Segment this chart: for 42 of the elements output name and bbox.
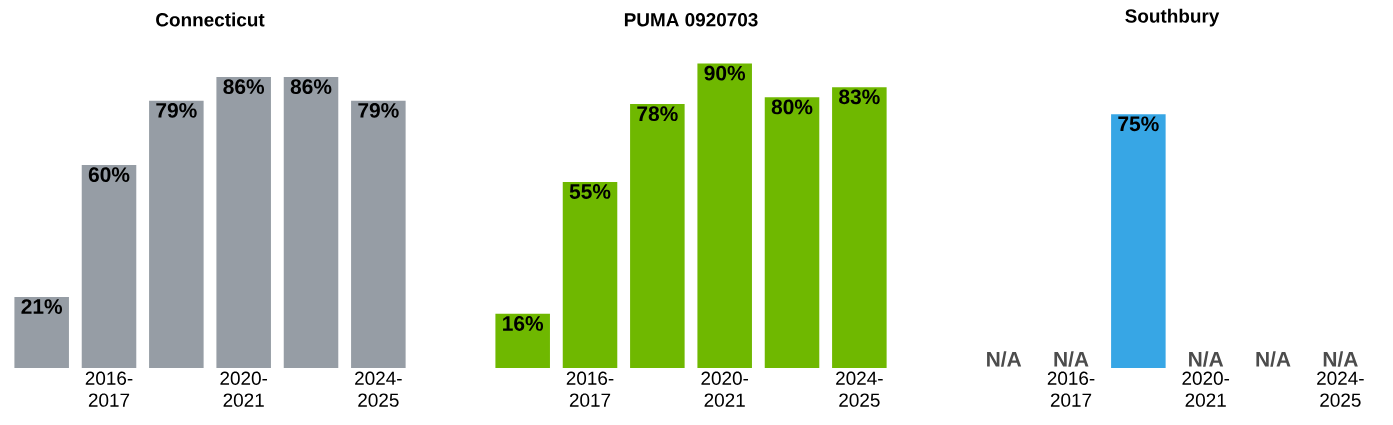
x-tick-label: 2024-2025	[355, 371, 402, 407]
data-label: 83%	[839, 89, 880, 105]
data-label: 79%	[156, 102, 197, 118]
text: N/A	[1323, 351, 1358, 367]
x-tick-label: 2024-2025	[836, 371, 883, 407]
data-label: 16%	[503, 316, 544, 331]
bar	[216, 77, 271, 368]
data-label: 80%	[771, 99, 813, 115]
bar	[351, 100, 406, 368]
data-label: 86%	[290, 79, 332, 95]
x-tick-label: 2020-2021	[701, 371, 749, 407]
x-tick-label: 2020-2021	[220, 371, 268, 407]
x-tick-label: 2024-2025	[1317, 371, 1364, 407]
bar	[562, 181, 618, 368]
bar	[149, 100, 204, 368]
chart-title: Connecticut	[156, 12, 265, 27]
x-tick-label: 2016-2017	[566, 371, 614, 407]
x-tick-label: 2016-2017	[85, 371, 133, 407]
chart-title: Southbury	[1125, 8, 1220, 27]
bar	[14, 296, 69, 368]
data-label: 21%	[21, 299, 63, 314]
bar	[832, 87, 887, 368]
x-tick-label: 2016-2017	[1047, 371, 1095, 407]
bar	[697, 63, 752, 368]
text: N/A	[1054, 351, 1089, 367]
bar	[764, 97, 820, 368]
bar	[283, 77, 339, 368]
text: N/A	[1256, 351, 1291, 367]
chart-title: PUMA 0920703	[624, 13, 758, 27]
data-label: 78%	[637, 106, 678, 122]
bar	[495, 313, 550, 368]
x-tick-label: 2020-2021	[1182, 371, 1230, 407]
data-label: 90%	[704, 65, 746, 81]
data-label: 55%	[569, 184, 611, 199]
text: N/A	[1189, 351, 1224, 367]
text: N/A	[987, 351, 1022, 367]
bar	[630, 104, 685, 368]
data-label: 79%	[358, 102, 399, 118]
bar	[81, 165, 137, 368]
data-label: 75%	[1118, 116, 1159, 132]
data-label: 86%	[223, 79, 265, 95]
data-label: 60%	[88, 167, 130, 183]
